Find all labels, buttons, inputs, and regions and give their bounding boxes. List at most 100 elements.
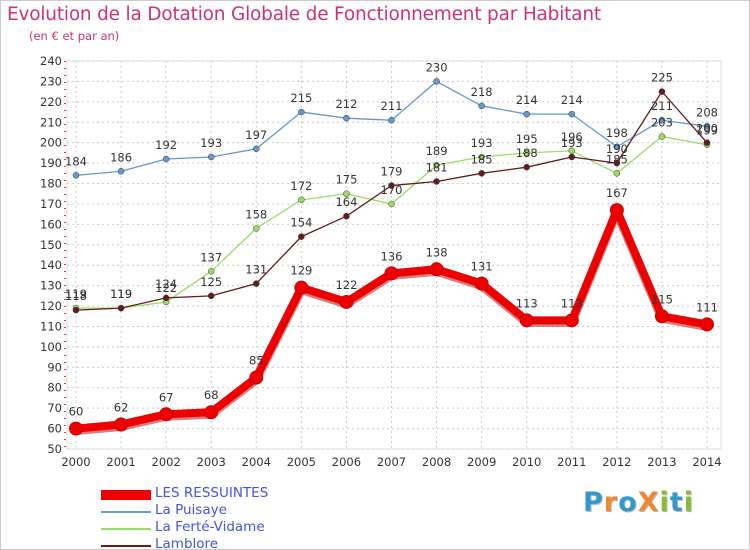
series-point [703, 139, 711, 146]
data-label: 131 [471, 260, 493, 274]
y-tick-label: 80 [47, 381, 62, 395]
y-tick-label: 230 [40, 74, 62, 88]
chart-subtitle: (en € et par an) [29, 29, 120, 43]
data-label: 175 [335, 173, 357, 187]
series-point [700, 317, 714, 332]
series-point [388, 116, 395, 124]
x-tick-label: 2013 [647, 455, 676, 469]
data-label: 189 [426, 144, 448, 158]
series-point [207, 268, 215, 275]
series-point [298, 196, 305, 204]
x-tick-label: 2007 [377, 455, 406, 469]
data-label: 214 [516, 93, 538, 107]
x-tick-label: 2003 [197, 455, 226, 469]
series-point [207, 292, 215, 300]
data-label: 119 [110, 287, 132, 301]
series-point [613, 143, 621, 151]
data-label: 196 [561, 130, 583, 144]
data-label: 164 [335, 195, 357, 209]
data-label: 195 [516, 132, 538, 146]
series-point [249, 370, 264, 385]
data-label: 115 [651, 292, 673, 306]
x-tick-label: 2008 [422, 455, 451, 469]
legend-label-les-ressuintes: LES RESSUINTES [155, 485, 269, 501]
data-label: 230 [426, 60, 448, 74]
series-point [478, 102, 485, 110]
x-tick-label: 2009 [467, 455, 496, 469]
series-point [523, 149, 530, 157]
x-tick-label: 2014 [692, 455, 721, 469]
data-label: 190 [606, 142, 628, 156]
logo-letter: X [637, 487, 660, 518]
series-point [159, 407, 174, 422]
x-tick-label: 2011 [557, 455, 586, 469]
x-tick-label: 2010 [512, 455, 541, 469]
x-tick-label: 2002 [152, 455, 181, 469]
data-label: 214 [561, 93, 583, 107]
series-point [433, 178, 440, 185]
data-label: 185 [606, 152, 628, 166]
y-tick-label: 170 [40, 197, 62, 211]
series-point [69, 421, 83, 436]
data-label: 225 [651, 71, 673, 85]
legend-swatch-la-puisaye [101, 511, 151, 513]
y-tick-label: 160 [40, 217, 62, 231]
data-label: 200 [696, 122, 718, 136]
series-point [523, 110, 530, 118]
data-label: 111 [696, 300, 718, 314]
data-label: 193 [471, 136, 493, 150]
data-label: 113 [516, 296, 538, 310]
y-tick-label: 190 [40, 156, 62, 170]
data-label: 211 [651, 99, 673, 113]
series-point [162, 294, 170, 302]
logo-letter: P [583, 487, 604, 518]
series-point [478, 153, 485, 161]
data-label: 199 [696, 124, 718, 138]
y-tick-label: 60 [47, 422, 62, 436]
legend-swatch-la-ferte-vidame [101, 528, 151, 530]
logo-letter: i [659, 487, 670, 518]
series-point [654, 309, 669, 324]
x-tick-label: 2001 [106, 455, 135, 469]
series-point [207, 153, 215, 161]
data-label: 192 [155, 138, 177, 152]
series-point [253, 280, 260, 287]
series-point [384, 266, 399, 281]
logo-letter: i [683, 487, 694, 518]
data-label: 138 [426, 245, 448, 259]
data-label: 136 [381, 249, 403, 263]
series-point [613, 159, 621, 167]
series-point [613, 170, 621, 177]
y-tick-label: 90 [47, 360, 62, 374]
logo-letter: o [618, 487, 638, 518]
series-point [658, 116, 666, 124]
data-label: 137 [200, 250, 222, 264]
legend-label-la-puisaye: La Puisaye [155, 502, 227, 518]
data-label: 211 [381, 99, 403, 113]
plot-area [66, 60, 722, 450]
data-label: 85 [249, 354, 264, 368]
series-point [658, 133, 666, 140]
data-label: 60 [69, 405, 84, 419]
data-label: 198 [606, 126, 628, 140]
data-label: 129 [290, 264, 312, 278]
series-point [658, 88, 666, 95]
proxiti-logo: ProXiti [583, 487, 694, 518]
data-label: 215 [290, 91, 312, 105]
series-point [253, 225, 260, 232]
data-label: 184 [65, 154, 87, 168]
data-label: 154 [290, 216, 312, 230]
data-label: 193 [561, 136, 583, 150]
data-label: 119 [110, 287, 132, 301]
series-point [72, 306, 80, 314]
series-point [204, 405, 219, 420]
y-tick-label: 130 [40, 279, 62, 293]
data-label: 62 [114, 400, 129, 414]
data-label: 172 [290, 179, 312, 193]
series-point [114, 417, 129, 432]
series-point [478, 170, 485, 177]
y-tick-label: 120 [40, 299, 62, 313]
series-point [298, 108, 305, 116]
series-point [117, 168, 125, 175]
